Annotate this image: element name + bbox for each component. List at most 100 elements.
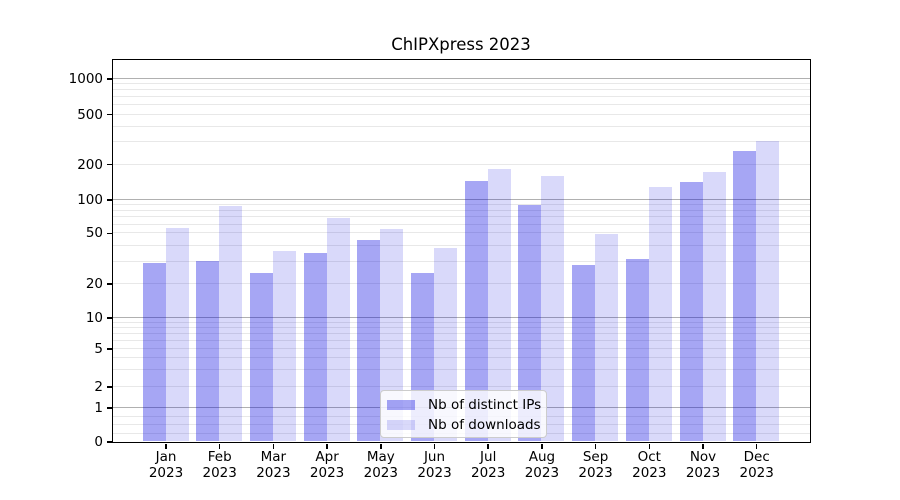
x-tick-mark [487,443,489,449]
x-tick-label: Oct 2023 [632,449,667,481]
minor-gridline [112,260,810,262]
x-tick-label: Jan 2023 [148,449,184,481]
bar-downloads [380,229,404,442]
y-tick-mark [106,386,112,388]
bar-distinct-ips [196,261,220,442]
y-tick-label: 1 [94,400,103,416]
minor-gridline [112,104,810,106]
minor-gridline [112,232,810,234]
x-tick-label: Aug 2023 [524,449,560,481]
minor-gridline [112,385,810,387]
major-gridline [112,199,810,200]
bar-distinct-ips [572,264,596,442]
bar-distinct-ips [625,259,649,442]
x-tick-label: Jun 2023 [417,449,452,481]
major-gridline [112,77,810,79]
minor-gridline [112,113,810,115]
bar-downloads [541,176,565,442]
chart-title: ChIPXpress 2023 [391,35,531,54]
legend-entry-distinct-ips: Nb of distinct IPs [381,395,546,415]
bar-distinct-ips [464,181,488,442]
minor-gridline [112,326,810,328]
minor-gridline [112,209,810,211]
y-tick-mark [106,163,112,166]
minor-gridline [112,83,810,85]
minor-gridline [112,89,810,91]
y-tick-label: 2 [94,378,103,395]
x-tick-mark [648,443,651,449]
x-tick-mark [755,443,758,449]
y-tick-mark [106,232,112,235]
bar-distinct-ips [733,150,757,442]
x-tick-mark [218,443,221,449]
bar-distinct-ips [142,262,166,442]
y-tick-label: 20 [85,276,103,292]
bar-distinct-ips [518,205,542,442]
legend-entry-downloads: Nb of downloads [381,415,546,435]
y-tick-label: 10 [85,310,103,326]
minor-gridline [112,244,810,246]
x-tick-label: Nov 2023 [685,449,721,481]
x-tick-label: Dec 2023 [739,449,774,481]
x-tick-label: Jul 2023 [471,449,506,481]
x-tick-label: Apr 2023 [309,449,345,481]
legend-label-downloads: Nb of downloads [428,417,541,433]
bar-downloads [219,206,243,442]
bar-downloads [272,250,296,442]
minor-gridline [112,216,810,218]
bar-distinct-ips [249,273,273,442]
x-tick-label: Feb 2023 [202,449,237,481]
y-tick-mark [106,317,112,319]
minor-gridline [112,96,810,98]
y-tick-label: 1000 [68,70,103,87]
y-tick-mark [106,407,112,409]
legend-swatch-distinct-ips-icon [387,400,415,410]
y-tick-mark [106,441,112,443]
minor-gridline [112,339,810,341]
x-tick-mark [702,443,704,449]
x-tick-mark [165,443,167,449]
plot-area [111,58,811,443]
y-tick-label: 0 [94,434,103,450]
legend-swatch-downloads-icon [387,420,415,430]
bar-distinct-ips [303,252,327,442]
bar-downloads [756,140,780,442]
major-gridline [112,317,810,318]
x-tick-mark [326,443,328,449]
x-tick-label: May 2023 [363,449,398,481]
x-tick-mark [594,443,597,449]
bar-distinct-ips [679,182,703,442]
x-tick-label: Sep 2023 [578,449,613,481]
bar-downloads [648,186,672,442]
y-tick-label: 100 [77,192,103,208]
minor-gridline [112,357,810,359]
x-tick-mark [433,443,436,449]
bar-distinct-ips [357,239,381,442]
x-tick-mark [541,443,543,449]
minor-gridline [112,369,810,371]
bar-downloads [702,171,726,442]
y-tick-mark [106,113,112,116]
y-tick-label: 500 [77,106,103,123]
bar-downloads [326,218,350,442]
y-tick-label: 5 [94,340,103,357]
bar-downloads [487,168,511,442]
legend: Nb of distinct IPs Nb of downloads [380,390,547,438]
minor-gridline [112,223,810,225]
minor-gridline [112,141,810,143]
y-tick-label: 50 [85,225,103,242]
minor-gridline [112,332,810,334]
y-tick-mark [106,348,112,350]
y-tick-mark [106,199,112,201]
legend-label-distinct-ips: Nb of distinct IPs [428,397,542,413]
bar-downloads [595,233,619,442]
x-tick-mark [380,443,382,449]
minor-gridline [112,347,810,349]
x-tick-mark [272,443,275,449]
y-tick-mark [106,283,112,285]
bar-downloads [165,228,189,442]
y-tick-mark [106,78,112,80]
x-tick-label: Mar 2023 [256,449,291,481]
minor-gridline [112,163,810,165]
